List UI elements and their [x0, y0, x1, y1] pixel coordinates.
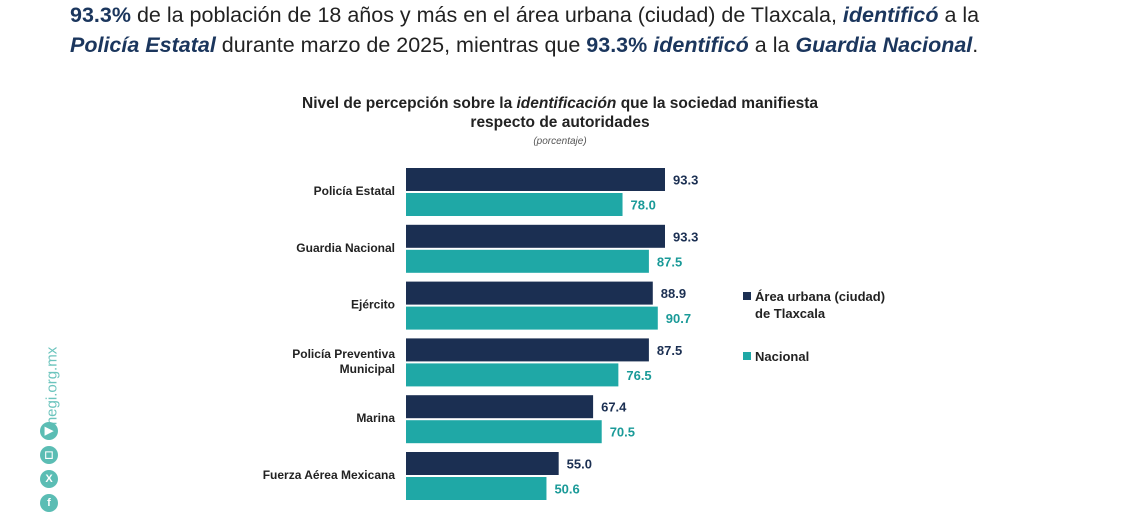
category-label: Policía Estatal [314, 184, 395, 198]
data-label: 93.3 [673, 173, 698, 188]
youtube-icon[interactable]: ▶ [40, 422, 58, 440]
headline-text: . [972, 33, 979, 57]
bar [406, 168, 665, 191]
data-label: 78.0 [631, 198, 656, 213]
legend-swatch [743, 352, 751, 360]
data-label: 76.5 [626, 368, 651, 383]
headline-text: de la población de 18 años y más en el á… [130, 3, 843, 27]
category-label: Ejército [351, 298, 395, 312]
headline-text: a la [938, 3, 980, 27]
bar [406, 420, 602, 444]
headline: 93.3% de la población de 18 años y más e… [70, 0, 1120, 60]
data-label: 87.5 [657, 254, 682, 269]
legend-label: Área urbana (ciudad) [755, 289, 885, 304]
legend-label: de Tlaxcala [755, 306, 826, 321]
headline-text: a la [748, 33, 796, 57]
data-label: 88.9 [661, 286, 686, 301]
category-label: Guardia Nacional [296, 241, 395, 255]
headline-highlight: Guardia Nacional [795, 33, 973, 57]
headline-highlight: identificó [842, 3, 939, 27]
title-part: identificación [516, 95, 617, 112]
bar [406, 224, 665, 248]
instagram-icon[interactable]: ◻ [40, 446, 58, 464]
headline-text: durante marzo de 2025, mientras que [215, 33, 587, 57]
bar [406, 306, 658, 330]
data-label: 90.7 [666, 311, 691, 326]
bar [406, 249, 649, 273]
legend-label: Nacional [755, 349, 809, 364]
bar [406, 395, 594, 419]
headline-highlight: identificó [653, 33, 749, 57]
category-label: Marina [356, 411, 395, 425]
site-url[interactable]: inegi.org.mx [43, 346, 61, 429]
data-label: 55.0 [567, 457, 592, 472]
facebook-icon[interactable]: f [40, 494, 58, 512]
bar [406, 452, 559, 475]
chart-subtitle: (porcentaje) [533, 136, 587, 147]
headline-highlight: 93.3% [70, 3, 131, 27]
category-label: Fuerza Aérea Mexicana [263, 468, 396, 482]
sidebar-social: inegi.org.mx ▶ ◻ X f [40, 320, 61, 512]
bar [406, 193, 623, 216]
title-part: Nivel de percepción sobre la [302, 95, 517, 112]
title-part: que la sociedad manifiesta respecto de a… [470, 95, 818, 131]
bar [406, 363, 619, 387]
bar [406, 477, 547, 500]
bar [406, 338, 649, 362]
headline-highlight: Policía Estatal [70, 33, 216, 57]
data-label: 93.3 [673, 229, 698, 244]
legend-swatch [743, 292, 751, 300]
category-label: Policía Preventiva [292, 347, 395, 361]
bar [406, 281, 653, 305]
data-label: 50.6 [554, 482, 579, 497]
chart-title: Nivel de percepción sobre la identificac… [290, 94, 830, 132]
data-label: 87.5 [657, 343, 682, 358]
data-label: 70.5 [610, 425, 635, 440]
x-icon[interactable]: X [40, 470, 58, 488]
headline-highlight: 93.3% [586, 33, 648, 57]
category-label: Municipal [340, 362, 395, 376]
data-label: 67.4 [601, 400, 627, 415]
